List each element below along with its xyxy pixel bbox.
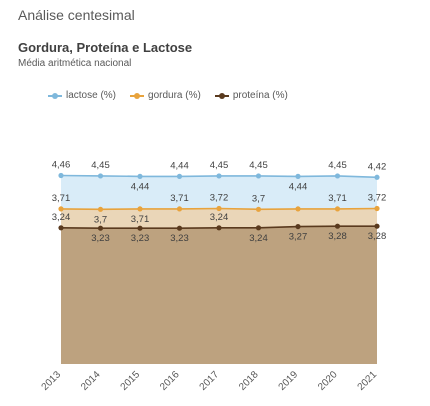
data-point-lactose [176, 173, 183, 179]
data-label: 3,71 [170, 193, 189, 204]
data-point-gordura [255, 206, 262, 212]
x-tick-label: 2015 [119, 369, 143, 393]
data-point-lactose [255, 173, 262, 179]
data-label: 3,7 [94, 214, 107, 225]
data-point-gordura [176, 206, 183, 212]
legend-label-gordura: gordura (%) [148, 90, 201, 101]
page-header: Análise centesimal [18, 7, 135, 23]
data-label: 3,28 [368, 231, 387, 242]
data-label: 4,45 [249, 160, 268, 171]
data-point-proteina [137, 225, 143, 231]
series-proteina [58, 223, 380, 231]
legend-marker-proteina [214, 92, 229, 100]
data-point-proteina [97, 225, 104, 231]
data-point-lactose [58, 172, 64, 179]
data-point-lactose [374, 174, 380, 180]
data-point-proteina [58, 225, 64, 231]
legend-item-lactose[interactable]: lactose (%) [48, 90, 116, 101]
data-label: 4,46 [52, 160, 71, 171]
area-lactose [61, 175, 377, 210]
data-labels-proteina: 3,24 3,23 3,23 3,23 3,24 3,24 3,27 3,28 3,28 [52, 212, 387, 244]
data-label: 3,23 [91, 233, 110, 244]
x-tick-label: 2017 [198, 369, 222, 393]
data-point-lactose [216, 173, 222, 179]
data-point-gordura [295, 206, 301, 212]
x-tick-label: 2021 [356, 369, 380, 393]
data-label: 4,44 [289, 181, 308, 192]
data-label: 3,71 [328, 193, 347, 204]
data-label: 3,24 [249, 233, 268, 244]
data-point-lactose [334, 173, 341, 179]
area-layer [61, 175, 377, 364]
data-label: 4,44 [170, 160, 189, 171]
data-point-proteina [255, 225, 262, 231]
legend-label-proteina: proteína (%) [232, 90, 288, 101]
data-point-gordura [334, 206, 341, 212]
data-point-lactose [137, 173, 143, 179]
data-label: 3,7 [252, 193, 265, 204]
data-point-gordura [374, 205, 380, 212]
data-label: 4,45 [328, 160, 347, 171]
data-label: 4,42 [368, 161, 387, 172]
data-point-lactose [97, 173, 104, 179]
data-label: 3,24 [52, 212, 71, 223]
data-point-proteina [176, 225, 183, 231]
data-point-gordura [97, 206, 104, 212]
x-tick-label: 2016 [158, 369, 182, 393]
data-label: 3,72 [210, 193, 229, 204]
data-label: 3,72 [368, 193, 387, 204]
data-label: 4,44 [131, 181, 150, 192]
legend-marker-lactose [48, 92, 62, 100]
data-labels-gordura: 3,71 3,7 3,71 3,71 3,72 3,7 3,71 3,72 [52, 193, 387, 226]
legend-item-gordura[interactable]: gordura (%) [130, 90, 201, 101]
x-tick-label: 2014 [79, 369, 103, 393]
area-gordura [61, 208, 377, 229]
data-label: 3,23 [131, 233, 150, 244]
data-point-gordura [58, 206, 64, 212]
data-label: 4,45 [91, 160, 110, 171]
data-label: 3,23 [170, 233, 189, 244]
data-label: 4,45 [210, 160, 229, 171]
chart-legend: lactose (%) gordura (%) proteína (%) [48, 90, 288, 101]
x-axis: 2013 2014 2015 2016 2017 2018 2019 2020 2021 [40, 369, 380, 393]
data-labels-lactose: 4,46 4,45 4,44 4,44 4,45 4,45 4,44 4,45 4,42 [52, 160, 387, 193]
data-point-lactose [295, 173, 301, 179]
legend-marker-gordura [130, 92, 145, 100]
x-tick-label: 2020 [316, 369, 340, 393]
series-lactose [58, 172, 380, 180]
area-proteina [61, 226, 377, 364]
x-tick-label: 2018 [237, 369, 261, 393]
x-tick-label: 2019 [277, 369, 301, 393]
data-label: 3,28 [328, 231, 347, 242]
data-point-proteina [216, 225, 222, 231]
data-point-proteina [374, 223, 380, 229]
data-label: 3,24 [210, 212, 229, 223]
x-tick-label: 2013 [40, 369, 64, 393]
legend-item-proteina[interactable]: proteína (%) [214, 90, 288, 101]
chart-subtitle: Média aritmética nacional [18, 58, 132, 69]
data-point-proteina [334, 223, 341, 229]
legend-label-lactose: lactose (%) [66, 90, 117, 101]
data-label: 3,27 [289, 232, 308, 243]
data-label: 3,71 [131, 214, 150, 225]
data-point-proteina [295, 223, 301, 230]
series-gordura [58, 205, 380, 212]
data-point-gordura [216, 205, 222, 212]
chart-title: Gordura, Proteína e Lactose [18, 40, 193, 55]
data-point-gordura [137, 206, 143, 212]
data-label: 3,71 [52, 193, 71, 204]
